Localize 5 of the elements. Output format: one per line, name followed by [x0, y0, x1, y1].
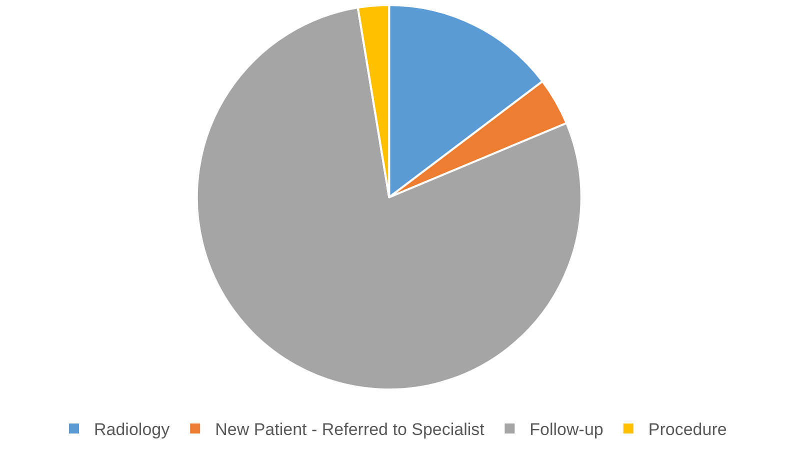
legend-label: Radiology — [94, 420, 170, 440]
legend-label: Follow-up — [530, 420, 604, 440]
legend-label: New Patient - Referred to Specialist — [215, 420, 485, 440]
pie-slice — [196, 6, 582, 390]
legend-label: Procedure — [648, 420, 727, 440]
